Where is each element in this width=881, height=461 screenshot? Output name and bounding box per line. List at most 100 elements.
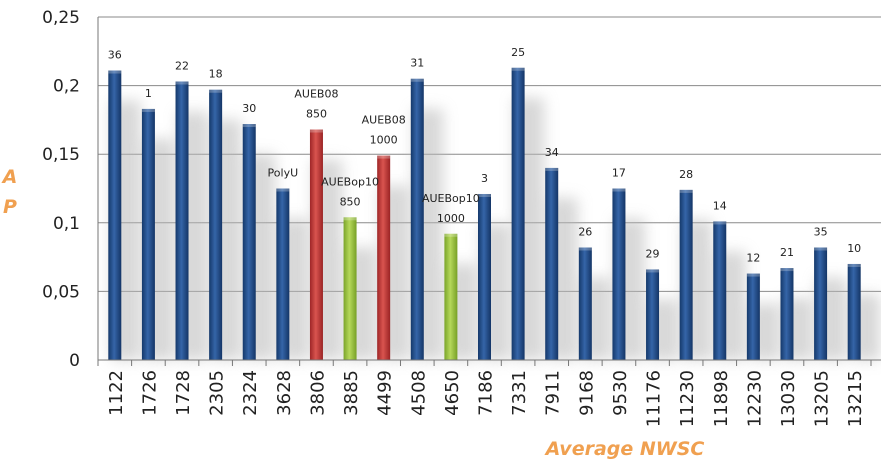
x-tick-label: 12230 xyxy=(744,370,765,427)
bar-13030 xyxy=(780,268,794,360)
bar-highlight xyxy=(309,129,323,133)
bar-highlight xyxy=(746,273,760,277)
x-tick-label: 13030 xyxy=(778,370,799,427)
data-label: 25 xyxy=(511,46,525,59)
bar-highlight xyxy=(578,247,592,251)
y-tick-label: 0 xyxy=(69,351,80,371)
data-label: 17 xyxy=(612,167,626,180)
x-tick-label: 13215 xyxy=(845,370,866,427)
data-label: PolyU xyxy=(268,167,299,180)
bar-13215 xyxy=(847,263,861,360)
bar-highlight xyxy=(444,233,458,237)
data-label: 1000 xyxy=(370,134,398,147)
bar-1122 xyxy=(108,70,122,361)
bar-highlight xyxy=(780,268,794,272)
data-label: 26 xyxy=(578,225,592,238)
bar-highlight xyxy=(713,221,727,225)
bar-highlight xyxy=(478,193,491,197)
bar-9168 xyxy=(578,247,592,360)
data-label: 29 xyxy=(646,247,660,260)
data-label: 3 xyxy=(481,172,488,185)
bar-1728 xyxy=(175,81,189,360)
bar-7911 xyxy=(545,167,559,360)
x-tick-label: 3806 xyxy=(307,370,328,416)
bar-13205 xyxy=(814,247,828,360)
y-tick-label: 0,25 xyxy=(42,8,80,28)
data-label: 850 xyxy=(340,195,361,208)
bar-4499 xyxy=(377,155,391,360)
bar-highlight xyxy=(141,108,155,112)
data-label: 21 xyxy=(780,246,794,259)
data-label: 22 xyxy=(175,59,189,72)
bar-11176 xyxy=(646,269,660,360)
x-tick-label: 4508 xyxy=(408,370,429,416)
bar-highlight xyxy=(377,155,391,159)
data-label: 36 xyxy=(108,49,122,62)
x-tick-label: 7331 xyxy=(509,370,530,416)
bar-highlight xyxy=(511,67,525,71)
data-label: 31 xyxy=(410,57,424,70)
data-label: AUEBop10 xyxy=(321,175,379,188)
bar-highlight xyxy=(175,81,189,85)
bar-highlight xyxy=(814,247,828,251)
data-label: 34 xyxy=(545,146,559,159)
x-tick-label: 4499 xyxy=(375,370,396,416)
bar-3628 xyxy=(276,188,290,360)
x-tick-label: 9168 xyxy=(576,370,597,416)
data-label: 35 xyxy=(814,225,828,238)
data-label: AUEB08 xyxy=(294,88,338,101)
y-axis-title-line1: A xyxy=(1,166,18,188)
bars xyxy=(108,67,861,361)
x-tick-label: 3628 xyxy=(274,370,295,416)
data-label: 1 xyxy=(145,87,152,100)
data-label: 18 xyxy=(209,68,223,81)
x-tick-label: 7911 xyxy=(543,370,564,416)
y-tick-label: 0,15 xyxy=(42,145,80,165)
bar-9530 xyxy=(612,188,626,360)
bar-highlight xyxy=(646,269,660,273)
x-tick-label: 11898 xyxy=(711,370,732,427)
x-axis-title: Average NWSC xyxy=(544,438,705,460)
x-tick-label: 1726 xyxy=(139,370,160,416)
bar-4650 xyxy=(444,233,458,360)
bar-highlight xyxy=(679,189,693,193)
bar-highlight xyxy=(847,263,861,267)
bar-2305 xyxy=(209,89,223,360)
bar-highlight xyxy=(108,70,122,74)
bar-4508 xyxy=(410,78,424,361)
x-tick-label: 2305 xyxy=(207,370,228,416)
bar-2324 xyxy=(242,124,256,361)
x-tick-label: 7186 xyxy=(476,370,497,416)
bar-11898 xyxy=(713,221,727,360)
y-tick-label: 0,2 xyxy=(53,77,80,97)
x-tick-label: 11230 xyxy=(677,370,698,427)
x-tick-label: 4650 xyxy=(442,370,463,416)
y-tick-label: 0,05 xyxy=(42,282,80,302)
data-label: 14 xyxy=(713,199,727,212)
data-label: 10 xyxy=(847,242,861,255)
bar-3885 xyxy=(343,217,357,360)
x-tick-label: 1122 xyxy=(106,370,127,416)
x-tick-label: 3885 xyxy=(341,370,362,416)
x-tick-label: 9530 xyxy=(610,370,631,416)
bar-highlight xyxy=(410,78,424,82)
bar-3806 xyxy=(309,129,323,360)
bar-12230 xyxy=(746,273,760,360)
bar-shadows xyxy=(110,97,881,361)
bar-11230 xyxy=(679,189,693,360)
bar-highlight xyxy=(343,217,357,221)
data-labels: 36 1 22 18 30 PolyU AUEB08 850 AUEBop10 850 AUEB08… xyxy=(108,46,861,265)
data-label: 1000 xyxy=(437,212,465,225)
data-label: 30 xyxy=(242,102,256,115)
x-tick-label: 11176 xyxy=(644,370,665,427)
bar-highlight xyxy=(276,188,290,192)
x-tick-label: 1728 xyxy=(173,370,194,416)
y-axis-title-line2: P xyxy=(3,196,17,218)
bar-highlight xyxy=(545,167,559,171)
bar-highlight xyxy=(242,124,256,128)
bar-1726 xyxy=(141,108,155,360)
data-label: 12 xyxy=(746,252,760,265)
data-label: 28 xyxy=(679,168,693,181)
x-tick-labels: 1122 1726 1728 2305 2324 3628 3806 3885 4499 4508… xyxy=(106,370,866,427)
